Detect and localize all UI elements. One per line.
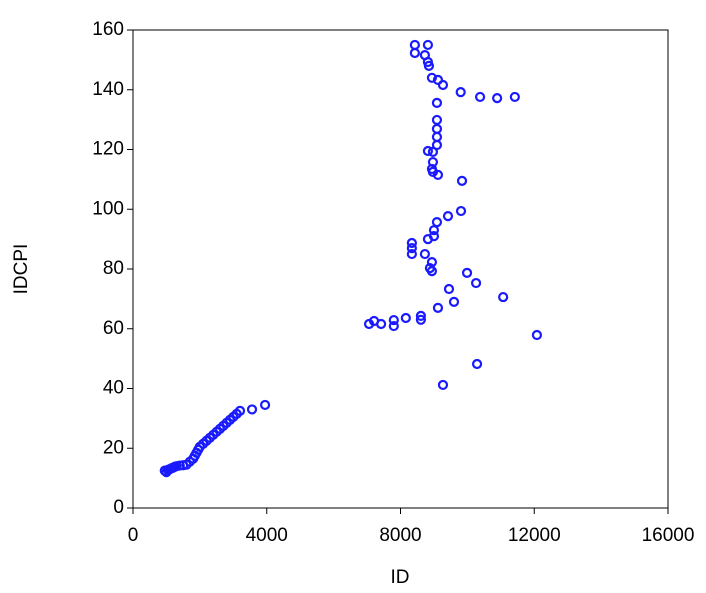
point bbox=[461, 267, 473, 278]
point bbox=[431, 131, 443, 143]
y-tick-label: 160 bbox=[92, 19, 124, 40]
point bbox=[492, 93, 503, 104]
point bbox=[455, 87, 466, 98]
point bbox=[406, 237, 417, 249]
y-tick-label: 80 bbox=[103, 258, 124, 279]
point bbox=[426, 265, 438, 277]
point bbox=[455, 205, 467, 217]
point bbox=[498, 291, 509, 303]
y-tick-label: 0 bbox=[113, 497, 124, 518]
point bbox=[422, 145, 434, 157]
point bbox=[531, 329, 543, 341]
y-tick-label: 140 bbox=[92, 79, 124, 100]
point bbox=[234, 405, 246, 417]
point bbox=[259, 399, 271, 411]
point bbox=[443, 283, 455, 295]
point bbox=[423, 60, 435, 71]
x-tick-label: 16000 bbox=[642, 525, 695, 546]
point bbox=[406, 248, 417, 260]
point bbox=[388, 314, 399, 326]
point bbox=[427, 146, 439, 157]
point bbox=[419, 248, 431, 260]
point bbox=[426, 72, 438, 83]
point bbox=[470, 277, 482, 289]
point bbox=[431, 114, 443, 126]
point bbox=[400, 312, 411, 324]
x-axis-label: ID bbox=[391, 567, 410, 588]
point bbox=[422, 39, 434, 51]
y-tick-label: 40 bbox=[103, 378, 124, 399]
y-tick-label: 20 bbox=[103, 437, 124, 458]
y-tick-label: 100 bbox=[92, 198, 124, 219]
point bbox=[456, 175, 468, 186]
point bbox=[448, 296, 460, 307]
point bbox=[471, 358, 483, 370]
x-tick-label: 4000 bbox=[246, 525, 288, 546]
y-axis-label: IDCPI bbox=[11, 244, 32, 295]
point bbox=[437, 79, 449, 91]
point bbox=[432, 169, 444, 180]
x-tick-label: 8000 bbox=[379, 525, 421, 546]
y-tick-label: 120 bbox=[92, 139, 124, 160]
y-tick-label: 60 bbox=[103, 318, 124, 339]
x-tick-label: 12000 bbox=[508, 525, 561, 546]
point bbox=[432, 302, 444, 313]
point bbox=[246, 404, 258, 415]
point bbox=[388, 320, 399, 332]
point bbox=[431, 216, 443, 228]
point bbox=[415, 314, 426, 325]
point bbox=[437, 379, 449, 391]
point bbox=[442, 211, 454, 222]
point bbox=[474, 91, 486, 103]
x-tick-label: 0 bbox=[128, 525, 139, 546]
point bbox=[415, 310, 426, 322]
point bbox=[406, 242, 417, 254]
point bbox=[431, 97, 443, 108]
point bbox=[409, 47, 420, 59]
point bbox=[422, 234, 434, 245]
point bbox=[509, 91, 520, 103]
point bbox=[363, 318, 375, 330]
point bbox=[432, 74, 444, 85]
point bbox=[409, 39, 420, 51]
point bbox=[431, 123, 443, 134]
point bbox=[428, 225, 440, 236]
